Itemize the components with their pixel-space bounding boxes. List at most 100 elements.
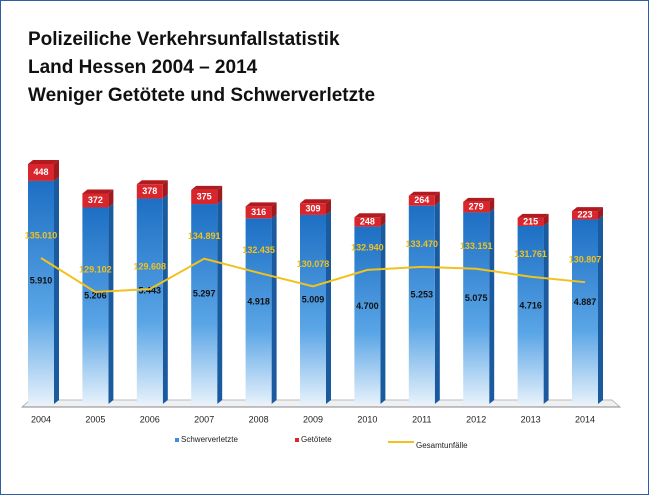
x-tick-label: 2008 xyxy=(249,414,269,424)
bar-side xyxy=(54,176,59,404)
data-label: 5.910 xyxy=(30,276,53,286)
legend-swatch xyxy=(175,438,179,442)
x-tick-label: 2009 xyxy=(303,414,323,424)
bar-side xyxy=(162,194,168,404)
bar xyxy=(354,217,381,227)
data-label: 132.435 xyxy=(242,245,275,255)
bar-top xyxy=(191,185,223,190)
x-tick-label: 2004 xyxy=(31,414,51,424)
bar-side xyxy=(217,200,223,404)
bar xyxy=(408,195,435,206)
x-tick-label: 2012 xyxy=(466,414,486,424)
bar-side xyxy=(108,203,114,404)
data-label: 4.887 xyxy=(574,297,597,307)
data-label: 5.297 xyxy=(193,288,216,298)
bar-top xyxy=(82,189,114,194)
bar-side xyxy=(326,210,331,404)
bar xyxy=(300,214,326,404)
data-label: 378 xyxy=(142,186,157,196)
data-label: 133.151 xyxy=(460,241,493,251)
bar-side xyxy=(326,199,331,215)
data-label: 309 xyxy=(305,203,320,213)
data-label: 129.102 xyxy=(79,264,112,274)
bar-side xyxy=(54,160,59,181)
bar xyxy=(463,212,490,404)
data-label: 5.009 xyxy=(302,294,325,304)
bar-side xyxy=(380,213,386,227)
bar-side xyxy=(598,215,603,404)
bar-side xyxy=(434,191,440,206)
legend-label: Schwerverletzte xyxy=(181,435,238,444)
bar-side xyxy=(108,189,114,208)
bar xyxy=(517,225,544,404)
data-label: 5.253 xyxy=(411,289,434,299)
bar xyxy=(191,204,218,404)
data-label: 134.891 xyxy=(188,231,221,241)
bar xyxy=(408,205,435,404)
bar xyxy=(82,207,109,404)
bar-side xyxy=(380,222,386,404)
data-label: 132.940 xyxy=(351,242,384,252)
data-label: 130.807 xyxy=(569,255,602,265)
bar-top xyxy=(28,160,59,164)
data-label: 5.443 xyxy=(139,285,162,295)
bar xyxy=(28,180,54,404)
data-label: 133.470 xyxy=(406,239,439,249)
bar-top xyxy=(463,197,495,202)
data-label: 279 xyxy=(469,202,484,212)
data-label: 375 xyxy=(197,191,212,201)
data-label: 4.716 xyxy=(519,300,542,310)
data-label: 316 xyxy=(251,207,266,217)
bar-side xyxy=(271,214,277,404)
bar-top xyxy=(300,199,331,204)
legend-label: Gesamtunfälle xyxy=(416,441,468,450)
bar-side xyxy=(598,207,603,220)
x-tick-label: 2014 xyxy=(575,414,595,424)
legend-label: Getötete xyxy=(301,435,332,444)
bar-side xyxy=(434,201,440,404)
data-label: 264 xyxy=(414,195,429,205)
data-label: 223 xyxy=(577,210,592,220)
x-tick-label: 2011 xyxy=(412,414,431,424)
bar xyxy=(136,198,163,404)
bar-side xyxy=(543,221,549,404)
bar xyxy=(517,217,544,226)
x-tick-label: 2010 xyxy=(357,414,377,424)
bar-top xyxy=(245,202,277,207)
bar xyxy=(354,226,381,404)
bar-side xyxy=(217,185,223,205)
data-label: 130.078 xyxy=(297,259,330,269)
data-label: 215 xyxy=(523,216,538,226)
x-tick-label: 2013 xyxy=(521,414,541,424)
x-tick-label: 2007 xyxy=(194,414,214,424)
bar xyxy=(245,206,272,219)
data-label: 5.075 xyxy=(465,293,488,303)
bar xyxy=(136,184,163,199)
bar xyxy=(82,193,109,208)
data-label: 5.206 xyxy=(84,290,107,300)
bar-top xyxy=(517,213,549,218)
bar-top xyxy=(136,180,168,185)
bar-top xyxy=(408,191,440,196)
bar-side xyxy=(543,213,549,226)
bar xyxy=(245,218,272,404)
bar-top xyxy=(572,207,603,212)
data-label: 448 xyxy=(33,167,48,177)
data-label: 4.918 xyxy=(247,296,270,306)
data-label: 248 xyxy=(360,216,375,226)
bar xyxy=(191,189,218,205)
chart-title: Polizeiliche Verkehrsunfallstatistik xyxy=(28,29,340,50)
bar-side xyxy=(489,197,495,213)
chart-title: Weniger Getötete und Schwerverletzte xyxy=(28,85,375,106)
bar-side xyxy=(271,202,277,219)
data-label: 372 xyxy=(88,195,103,205)
line xyxy=(40,257,586,294)
x-tick-label: 2006 xyxy=(140,414,160,424)
bar-top xyxy=(354,213,386,218)
bar-side xyxy=(489,208,495,404)
x-tick-label: 2005 xyxy=(85,414,105,424)
data-label: 131.761 xyxy=(514,249,547,259)
chart-title: Land Hessen 2004 – 2014 xyxy=(28,57,258,78)
bar xyxy=(300,203,326,215)
